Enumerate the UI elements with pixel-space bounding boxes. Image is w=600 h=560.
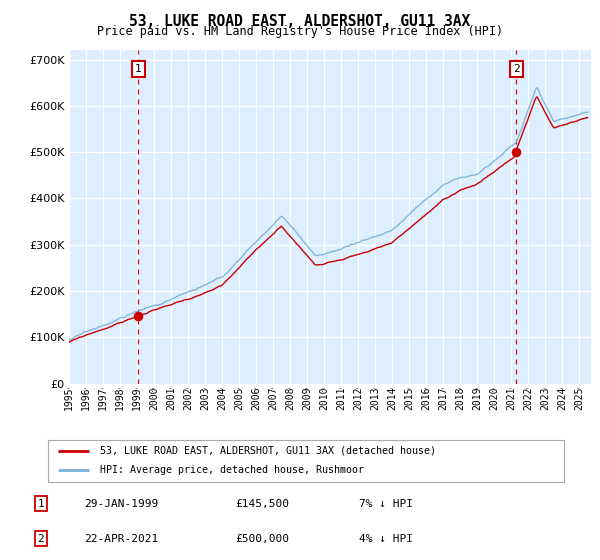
Text: £500,000: £500,000 [235,534,289,544]
Text: 2012: 2012 [353,386,363,410]
Text: 1997: 1997 [98,386,108,410]
Text: 2025: 2025 [574,386,584,410]
Text: 2005: 2005 [234,386,244,410]
Text: 1995: 1995 [64,386,74,410]
Text: Price paid vs. HM Land Registry's House Price Index (HPI): Price paid vs. HM Land Registry's House … [97,25,503,38]
Text: 2001: 2001 [166,386,176,410]
Text: 2013: 2013 [370,386,380,410]
Text: 2004: 2004 [217,386,227,410]
Text: 2: 2 [513,64,520,74]
Text: 2000: 2000 [149,386,159,410]
Text: 2021: 2021 [506,386,516,410]
Text: 2010: 2010 [319,386,329,410]
Text: 53, LUKE ROAD EAST, ALDERSHOT, GU11 3AX: 53, LUKE ROAD EAST, ALDERSHOT, GU11 3AX [130,14,470,29]
Text: 53, LUKE ROAD EAST, ALDERSHOT, GU11 3AX (detached house): 53, LUKE ROAD EAST, ALDERSHOT, GU11 3AX … [100,446,436,456]
Point [512,148,521,157]
Text: 2019: 2019 [472,386,482,410]
Text: 2006: 2006 [251,386,261,410]
Text: 1: 1 [135,64,142,74]
Text: 2020: 2020 [489,386,499,410]
Text: 1996: 1996 [81,386,91,410]
Text: 2: 2 [37,534,44,544]
Text: 2003: 2003 [200,386,210,410]
Text: 29-JAN-1999: 29-JAN-1999 [84,499,158,509]
Text: 22-APR-2021: 22-APR-2021 [84,534,158,544]
Text: 2014: 2014 [387,386,397,410]
Point [134,312,143,321]
Text: 2007: 2007 [268,386,278,410]
Text: 1998: 1998 [115,386,125,410]
Text: 2011: 2011 [336,386,346,410]
Text: HPI: Average price, detached house, Rushmoor: HPI: Average price, detached house, Rush… [100,465,364,475]
Text: £145,500: £145,500 [235,499,289,509]
Text: 1999: 1999 [132,386,142,410]
Text: 2018: 2018 [455,386,465,410]
Text: 1: 1 [37,499,44,509]
Text: 2009: 2009 [302,386,312,410]
Text: 2008: 2008 [285,386,295,410]
Text: 2016: 2016 [421,386,431,410]
Text: 7% ↓ HPI: 7% ↓ HPI [359,499,413,509]
Text: 2015: 2015 [404,386,414,410]
Text: 2023: 2023 [540,386,550,410]
Text: 2024: 2024 [557,386,567,410]
Text: 2022: 2022 [523,386,533,410]
Text: 2002: 2002 [183,386,193,410]
Text: 2017: 2017 [438,386,448,410]
Text: 4% ↓ HPI: 4% ↓ HPI [359,534,413,544]
